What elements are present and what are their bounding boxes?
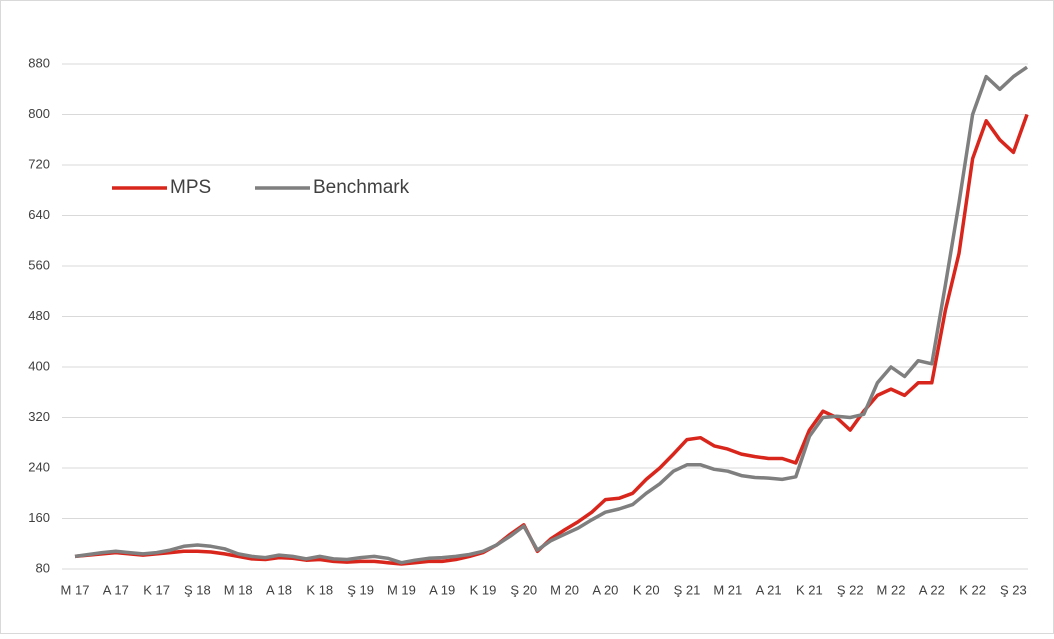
x-tick-label: A 20: [592, 582, 618, 597]
x-tick-label: A 17: [103, 582, 129, 597]
y-tick-label: 160: [28, 510, 50, 525]
x-tick-label: M 17: [61, 582, 90, 597]
x-tick-label: K 21: [796, 582, 823, 597]
x-tick-label: M 20: [550, 582, 579, 597]
x-tick-label: Ş 18: [184, 582, 211, 597]
x-tick-label: K 17: [143, 582, 170, 597]
series-line: [74, 65, 1028, 565]
x-tick-label: K 20: [633, 582, 660, 597]
x-tick-label: A 18: [266, 582, 292, 597]
x-tick-label: Ş 19: [347, 582, 374, 597]
x-tick-label: Ş 22: [837, 582, 864, 597]
x-tick-label: M 19: [387, 582, 416, 597]
y-tick-label: 240: [28, 459, 50, 474]
x-tick-label: A 19: [429, 582, 455, 597]
y-tick-label: 80: [36, 560, 50, 575]
y-tick-label: 800: [28, 106, 50, 121]
y-tick-label: 320: [28, 409, 50, 424]
x-tick-label: M 22: [877, 582, 906, 597]
y-tick-label: 400: [28, 358, 50, 373]
y-tick-label: 720: [28, 156, 50, 171]
x-tick-label: K 19: [470, 582, 497, 597]
legend-label: Benchmark: [313, 177, 410, 198]
x-tick-label: A 22: [919, 582, 945, 597]
y-tick-label: 640: [28, 207, 50, 222]
y-tick-label: 560: [28, 257, 50, 272]
x-tick-label: Ş 20: [510, 582, 537, 597]
x-tick-label: A 21: [756, 582, 782, 597]
x-tick-label: M 18: [224, 582, 253, 597]
x-tick-label: Ş 21: [674, 582, 701, 597]
legend-label: MPS: [170, 177, 211, 198]
x-tick-label: K 18: [306, 582, 333, 597]
x-tick-label: K 22: [959, 582, 986, 597]
x-tick-label: M 21: [713, 582, 742, 597]
x-tick-label: Ş 23: [1000, 582, 1027, 597]
y-tick-label: 880: [28, 55, 50, 70]
y-tick-label: 480: [28, 308, 50, 323]
